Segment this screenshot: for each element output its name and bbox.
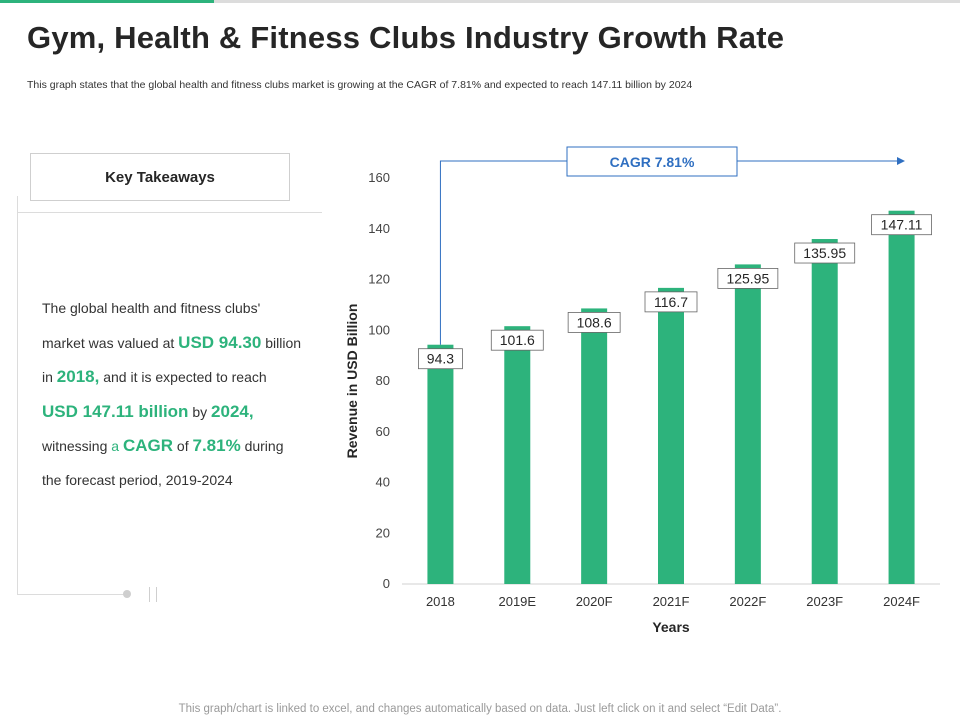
bar-2023f	[811, 239, 838, 585]
footer-note: This graph/chart is linked to excel, and…	[178, 703, 782, 715]
bar-2021f	[658, 287, 684, 584]
key-takeaways-heading-box: Key Takeaways	[30, 153, 290, 201]
takeaway-text-segment: and it is expected to reach	[99, 369, 267, 385]
bar-2019e	[504, 326, 531, 584]
cagr-arrow-line	[439, 160, 897, 345]
x-tick-label: 2023F	[806, 594, 843, 609]
key-takeaways-text: The global health and fitness clubs' mar…	[42, 292, 302, 497]
panel-border-left	[17, 196, 18, 594]
y-tick-label: 40	[376, 475, 390, 490]
x-tick-label: 2021F	[653, 594, 690, 609]
data-label: 116.7	[654, 294, 688, 310]
data-label-box	[794, 242, 856, 264]
y-tick-label: 80	[376, 373, 390, 388]
y-axis-title: Revenue in USD Billion	[344, 304, 360, 459]
x-tick-label: 2018	[426, 594, 455, 609]
highlight-value: USD 147.11 billion	[42, 401, 189, 421]
panel-border-bottom	[17, 594, 127, 595]
decorative-dot	[123, 590, 131, 598]
bar-2022f	[734, 264, 761, 584]
bar-2024f	[888, 210, 915, 584]
highlight-value: 2018,	[56, 367, 100, 386]
decorative-tick	[149, 587, 150, 602]
data-label: 135.95	[803, 245, 846, 261]
data-label: 147.11	[881, 217, 923, 233]
key-takeaways-heading: Key Takeaways	[105, 168, 215, 186]
data-label-box	[717, 268, 779, 289]
bar-2018	[427, 344, 454, 584]
data-label-box	[418, 348, 463, 370]
x-tick-label: 2022F	[729, 594, 766, 609]
cagr-annotation-box	[566, 146, 738, 177]
decorative-tick	[156, 587, 157, 602]
top-accent-track	[0, 0, 960, 3]
y-tick-label: 60	[376, 424, 390, 439]
takeaway-text-segment: by	[188, 403, 212, 420]
highlight-value: 2024,	[211, 401, 254, 421]
data-label-box	[871, 214, 932, 236]
x-tick-label: 2020F	[576, 594, 613, 609]
y-tick-label: 100	[368, 322, 390, 337]
cagr-arrow-head	[897, 157, 905, 165]
highlight-value: USD 94.30	[178, 332, 262, 352]
data-label-box	[567, 312, 621, 333]
data-label: 125.95	[726, 270, 769, 286]
data-label: 94.3	[427, 351, 454, 367]
page-title: Gym, Health & Fitness Clubs Industry Gro…	[27, 20, 785, 55]
data-label-box	[644, 291, 698, 313]
takeaway-text-segment: witnessing	[42, 438, 112, 454]
takeaway-text-segment: billion in	[42, 334, 302, 386]
x-tick-label: 2019E	[498, 594, 536, 609]
y-tick-label: 140	[368, 221, 390, 236]
y-tick-label: 20	[376, 525, 390, 540]
highlight-value: CAGR	[122, 436, 174, 455]
data-label-box	[490, 329, 544, 351]
highlight-value: 7.81%	[192, 436, 241, 455]
y-tick-label: 160	[368, 170, 390, 185]
bar-2020f	[581, 308, 608, 584]
page-subtitle: This graph states that the global health…	[27, 79, 693, 91]
y-tick-label: 0	[383, 576, 390, 591]
takeaway-text-segment: The global health and fitness clubs' mar…	[42, 300, 261, 351]
data-label: 101.6	[500, 332, 535, 348]
takeaway-text-segment: during the forecast period, 2019-2024	[42, 438, 284, 488]
takeaway-text-segment: of	[173, 438, 193, 454]
highlight-value: a	[111, 438, 120, 454]
x-tick-label: 2024F	[883, 594, 920, 609]
data-label: 108.6	[577, 314, 612, 330]
top-accent-bar	[0, 0, 214, 3]
cagr-annotation: CAGR 7.81%	[610, 154, 695, 170]
divider-line	[17, 212, 322, 213]
x-axis-title: Years	[652, 619, 690, 635]
y-tick-label: 120	[368, 272, 390, 287]
